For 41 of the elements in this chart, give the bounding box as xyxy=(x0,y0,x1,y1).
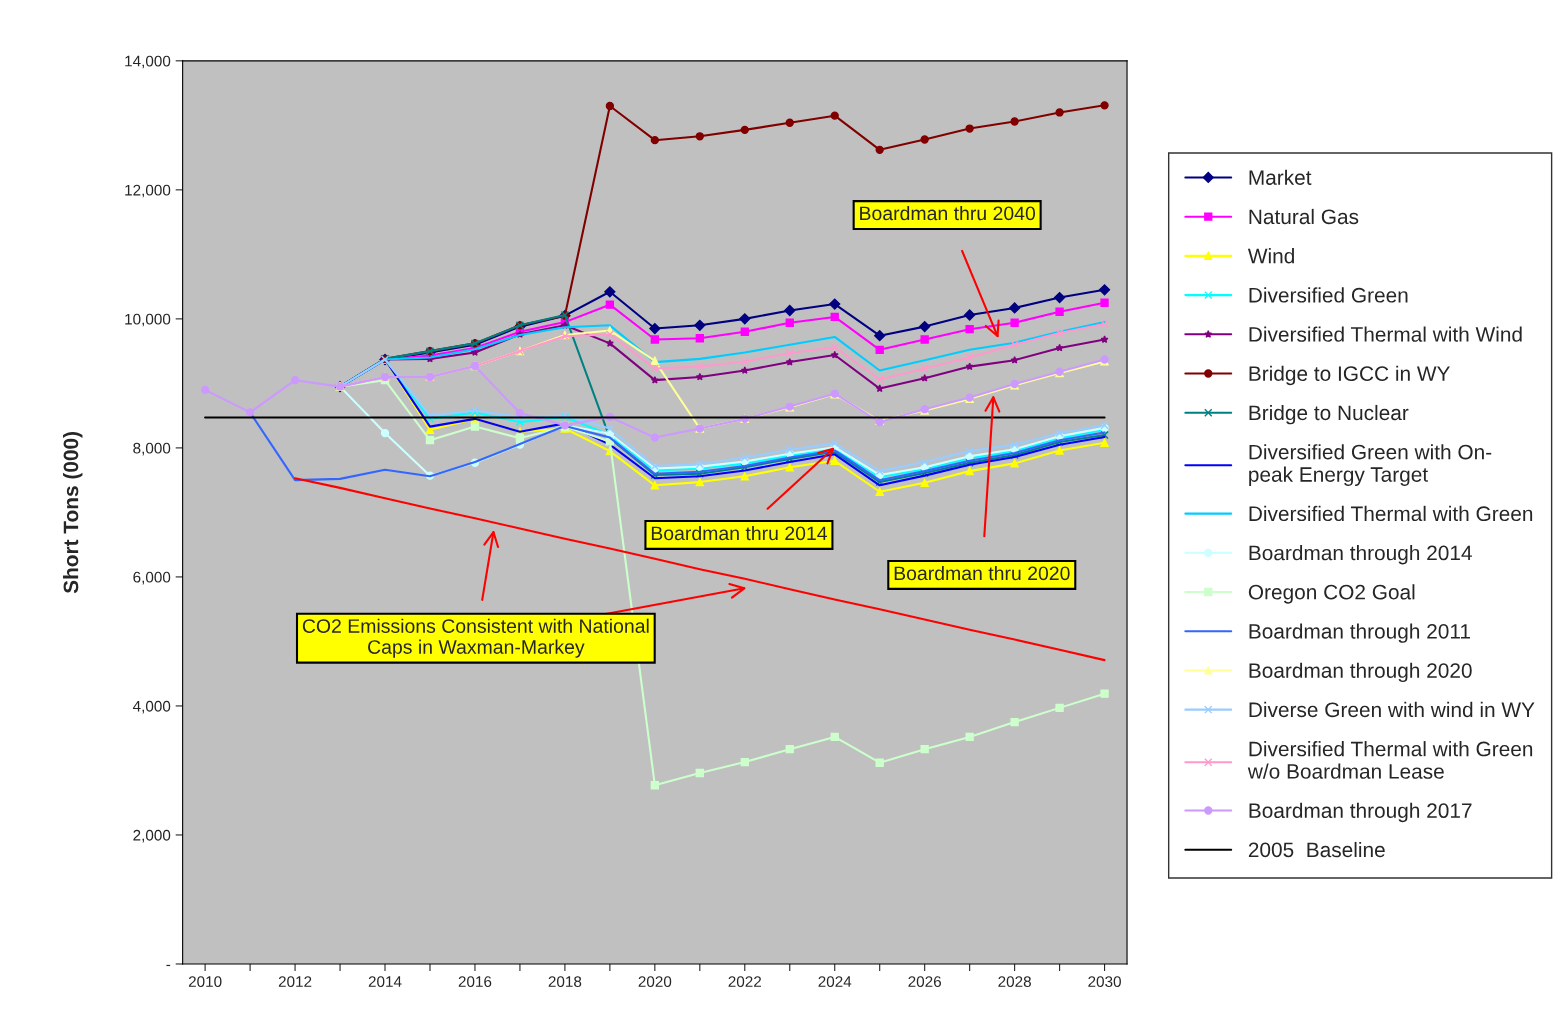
legend-label: Boardman through 2011 xyxy=(1249,623,1470,643)
annotation: Boardman thru 2014 xyxy=(651,525,828,541)
y-tick-label: 14,000 xyxy=(125,55,171,69)
x-tick-label: 2020 xyxy=(638,976,672,988)
x-tick-label: 2010 xyxy=(188,976,222,988)
legend-label: Wind xyxy=(1247,248,1294,264)
legend-label: Bridge to Nuclear xyxy=(1249,404,1409,425)
y-tick-label: 2,000 xyxy=(133,829,171,843)
legend-label: Diversified Green with On- peak Energy Target xyxy=(1249,444,1492,486)
annotation: Boardman thru 2040 xyxy=(860,205,1036,221)
legend-label: Boardman through 2020 xyxy=(1249,662,1472,683)
y-tick-label: 12,000 xyxy=(125,184,171,198)
legend-label: Natural Gas xyxy=(1249,208,1359,225)
x-tick-label: 2016 xyxy=(458,976,492,988)
x-tick-label: 2028 xyxy=(998,976,1031,988)
legend-label: Oregon CO2 Goal xyxy=(1248,584,1415,604)
x-tick-label: 2026 xyxy=(908,976,941,988)
annotation: Boardman thru 2020 xyxy=(894,565,1070,581)
y-tick-label: 4,000 xyxy=(132,700,171,714)
legend-label: 2005 Baseline xyxy=(1248,841,1385,858)
legend-label: Boardman through 2014 xyxy=(1249,545,1472,565)
x-tick-label: 2014 xyxy=(368,976,402,988)
legend-label: Diversified Thermal with Green xyxy=(1249,505,1533,522)
x-tick-label: 2024 xyxy=(818,976,852,988)
y-tick-label: 10,000 xyxy=(125,313,171,327)
legend-label: Diversified Green xyxy=(1249,287,1408,303)
y-axis-title: Short Tons (000) xyxy=(63,432,83,594)
y-tick-label: - xyxy=(166,964,171,967)
legend-label: Bridge to IGCC in WY xyxy=(1249,365,1450,386)
y-tick-label: 8,000 xyxy=(133,442,171,456)
legend-label: Market xyxy=(1249,169,1312,185)
legend-label: Boardman through 2017 xyxy=(1249,802,1472,823)
x-tick-label: 2012 xyxy=(278,976,312,988)
x-tick-label: 2022 xyxy=(728,976,762,988)
annotation: CO2 Emissions Consistent with National Caps in Waxman-Markey xyxy=(302,618,649,658)
legend-label: Diverse Green with wind in WY xyxy=(1249,701,1535,718)
x-tick-label: 2018 xyxy=(548,976,582,988)
y-tick-label: 6,000 xyxy=(133,571,171,585)
legend-label: Diversified Thermal with Wind xyxy=(1249,326,1522,342)
legend-label: Diversified Thermal with Green w/o Boardman Lease xyxy=(1247,741,1533,779)
x-tick-label: 2030 xyxy=(1088,976,1121,988)
